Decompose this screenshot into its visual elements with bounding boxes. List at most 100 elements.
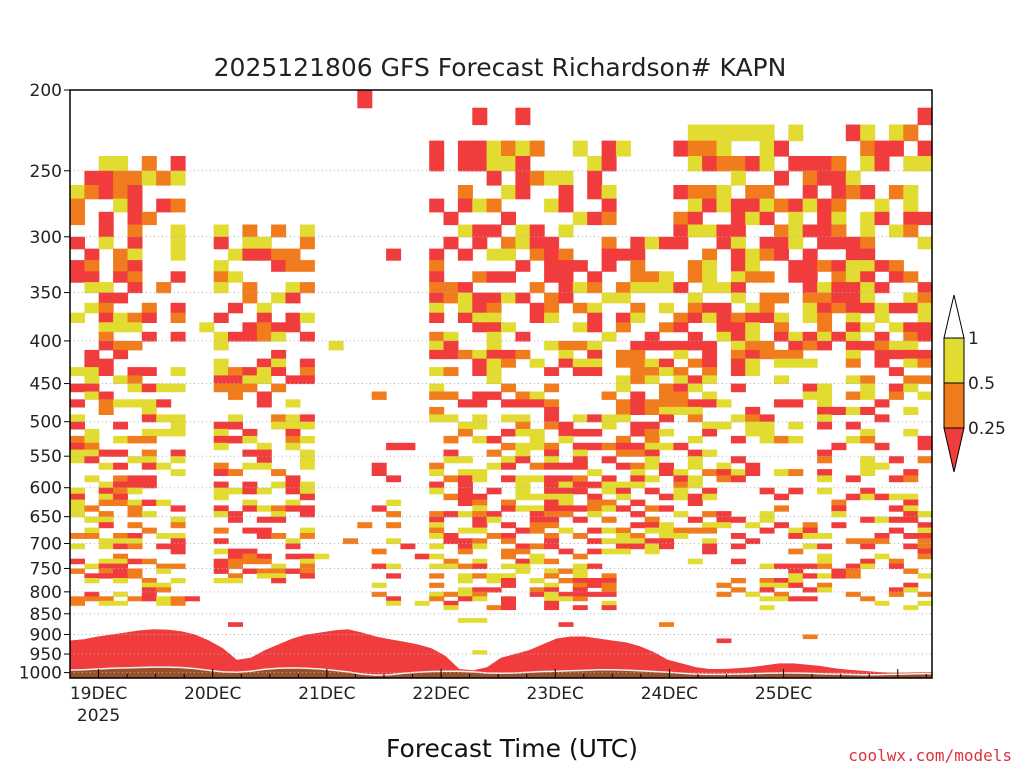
ri-cell [127, 271, 143, 283]
ri-cell [501, 578, 516, 584]
ri-cell [113, 198, 129, 213]
ri-cell [917, 312, 933, 323]
ri-cell [845, 591, 861, 597]
ri-cell [472, 349, 488, 360]
ri-cell [888, 271, 904, 283]
ri-cell [802, 170, 818, 186]
ri-cell [170, 156, 186, 172]
ri-cell [84, 282, 100, 294]
ri-cell [170, 170, 186, 186]
ri-cell [515, 292, 531, 304]
ri-cell [84, 260, 100, 272]
y-axis: 200 250 300 350 400 450 500 550 600 650 700 750 8008… [19, 81, 70, 684]
ri-cell [515, 442, 531, 451]
ri-cell [774, 358, 789, 368]
y-tick-label: 350 [30, 284, 62, 304]
ri-cell [242, 367, 258, 376]
ri-cell [774, 596, 789, 602]
ri-cell [429, 516, 445, 523]
ri-cell [659, 340, 674, 351]
ri-cell [501, 358, 516, 368]
ri-cell [702, 248, 718, 261]
ri-cell [70, 568, 85, 574]
ri-cell [845, 406, 861, 415]
ri-cell [817, 383, 833, 393]
ri-cell [156, 383, 172, 393]
ri-cell [271, 322, 287, 333]
ri-cell [443, 367, 459, 376]
ri-cell [687, 414, 703, 423]
ri-cell [443, 475, 459, 483]
ri-cell [228, 271, 243, 283]
ri-cell [299, 331, 315, 342]
ri-cell [673, 493, 689, 501]
ri-cell [429, 462, 445, 470]
ri-cell [228, 622, 243, 627]
ri-cell [386, 563, 402, 570]
ri-cell [601, 414, 617, 423]
ri-cell [544, 340, 560, 351]
ri-cell [256, 449, 272, 457]
ri-cell [903, 568, 919, 574]
ri-cell [515, 399, 531, 408]
ri-cell [98, 462, 114, 470]
ri-cell [587, 582, 603, 588]
ri-cell [601, 185, 617, 200]
ri-cell [888, 124, 904, 142]
ri-cell [256, 527, 272, 534]
ri-cell [601, 442, 617, 451]
ri-cell [774, 170, 789, 186]
ri-cell [213, 282, 229, 294]
ri-cell [98, 487, 114, 495]
x-tick-label: 21DEC [298, 684, 355, 704]
ri-cell [228, 469, 243, 476]
ri-cell [745, 260, 761, 272]
ri-cell [242, 292, 258, 304]
ri-cell [745, 271, 761, 283]
ri-cell [817, 312, 833, 323]
ri-cell [788, 469, 804, 476]
ri-cell [630, 236, 646, 250]
ri-cell [429, 406, 445, 415]
ri-cell [141, 367, 157, 376]
ri-cell [802, 302, 818, 314]
ri-cell [141, 558, 157, 565]
ri-cell [98, 399, 114, 408]
ri-cell [745, 469, 761, 476]
ri-cell [486, 349, 502, 360]
ri-cell [630, 367, 646, 376]
ri-cell [659, 533, 674, 539]
ri-cell [558, 568, 574, 574]
ri-cell [70, 367, 85, 376]
ri-cell [917, 600, 933, 606]
ri-cell [486, 605, 502, 611]
ri-cell [601, 331, 617, 342]
x-axis-title: Forecast Time (UTC) [386, 734, 638, 763]
ri-cell [572, 367, 588, 376]
ri-cell [156, 563, 172, 570]
ri-cell [802, 522, 818, 529]
ri-cell [673, 236, 689, 250]
ri-cell [529, 511, 545, 518]
ri-cell [242, 462, 258, 470]
ri-cell [903, 322, 919, 333]
ri-cell [558, 224, 574, 238]
ri-cell [601, 578, 617, 584]
ri-cell [228, 516, 243, 523]
ri-cell [242, 527, 258, 534]
ri-cell [572, 578, 588, 584]
ri-cell [572, 533, 588, 539]
ri-cell [544, 538, 560, 545]
y-tick-label: 600 [30, 479, 62, 499]
ri-cell [242, 548, 258, 555]
ri-cell [457, 428, 473, 437]
ri-cell [774, 563, 789, 570]
y-tick-label: 900 [30, 625, 62, 645]
ri-cell [802, 543, 818, 550]
ri-cell [228, 367, 243, 376]
ri-cell [256, 487, 272, 495]
ri-cell [98, 511, 114, 518]
ri-cell [917, 522, 933, 529]
ri-cell [113, 487, 129, 495]
y-tick-label: 250 [30, 162, 62, 182]
